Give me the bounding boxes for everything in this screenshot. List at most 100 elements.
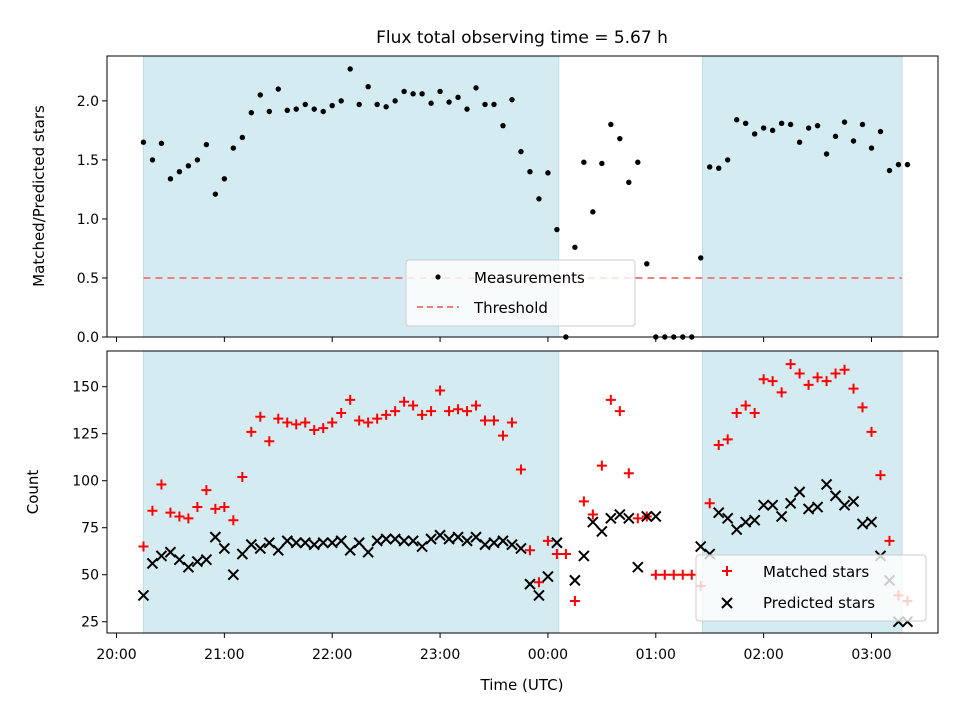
matched-star-marker [390, 406, 401, 417]
measurement-point [410, 91, 416, 97]
matched-star-marker [210, 503, 221, 514]
measurement-point [850, 138, 857, 144]
predicted-star-marker [191, 555, 204, 568]
measurement-point [626, 179, 632, 186]
predicted-star-marker [802, 503, 815, 515]
matched-star-marker [524, 545, 535, 556]
predicted-star-marker [425, 533, 437, 545]
matched-star-marker [767, 376, 778, 387]
measurement-point [859, 121, 866, 128]
predicted-star-marker [793, 486, 806, 498]
predicted-star-marker [766, 499, 779, 511]
measurement-point [868, 145, 875, 151]
matched-star-marker [803, 379, 814, 390]
matched-star-marker [884, 535, 895, 546]
matched-star-marker [659, 569, 670, 580]
predicted-star-marker [362, 546, 374, 558]
measurement-point [149, 157, 156, 163]
predicted-star-marker [335, 535, 347, 547]
matched-star-marker [614, 406, 625, 417]
predicted-star-marker [488, 537, 500, 549]
predicted-star-marker [137, 589, 150, 602]
matched-star-marker [372, 413, 383, 424]
measurement-point [751, 131, 758, 137]
matched-star-marker [354, 415, 365, 426]
matched-star-marker [363, 417, 374, 428]
predicted-star-marker [263, 537, 276, 549]
measurement-point [338, 98, 344, 104]
predicted-star-marker [524, 578, 536, 590]
predicted-star-marker [587, 516, 599, 528]
measurement-point [769, 127, 776, 134]
predicted-star-marker [371, 535, 383, 547]
measurement-point [203, 141, 210, 148]
measurement-point [716, 165, 722, 171]
predicted-star-marker [695, 540, 707, 553]
matched-star-marker [776, 387, 787, 398]
predicted-star-marker [856, 518, 869, 530]
top-y-axis-label: Matched/Predicted stars [30, 105, 48, 287]
measurement-point [572, 244, 578, 250]
predicted-star-marker [452, 531, 464, 543]
matched-star-marker [444, 406, 455, 417]
predicted-star-marker [389, 533, 401, 545]
measurement-point [733, 117, 740, 123]
matched-star-marker [794, 368, 805, 379]
legend-measurements-label: Measurements [474, 269, 585, 287]
predicted-star-marker [632, 561, 644, 573]
bottom-legend-frame [695, 554, 927, 622]
matched-star-marker [381, 409, 392, 420]
matched-star-marker [587, 509, 598, 520]
matched-star-marker [551, 549, 562, 560]
measurement-point [832, 133, 839, 139]
matched-star-marker [309, 424, 320, 435]
predicted-star-marker [344, 544, 356, 556]
y-tick-label: 2.0 [77, 94, 99, 110]
top-chart-title: Flux total observing time = 5.67 h [376, 28, 668, 48]
top-observing-windows [142, 55, 903, 338]
predicted-star-marker [596, 525, 608, 538]
measurement-point [500, 122, 506, 129]
measurement-point [356, 101, 362, 108]
predicted-star-marker [811, 501, 824, 513]
predicted-star-marker [605, 512, 617, 525]
matched-star-marker [300, 417, 311, 428]
matched-star-marker [174, 511, 185, 522]
top-y-axis: 0.0 0.5 1.0 1.5 2.0 [77, 94, 107, 346]
matched-star-marker [677, 569, 688, 580]
matched-star-marker [704, 498, 715, 509]
matched-star-marker [399, 396, 410, 407]
predicted-star-marker [479, 538, 491, 551]
measurement-point [176, 169, 183, 175]
predicted-star-marker [847, 495, 860, 508]
matched-star-marker [255, 411, 266, 422]
matched-star-marker [138, 541, 149, 552]
measurement-point [527, 169, 533, 175]
measurement-point [536, 196, 542, 202]
matched-star-marker [668, 569, 679, 580]
measurement-point [545, 170, 551, 176]
measurement-point [239, 134, 246, 141]
measurement-point [329, 102, 335, 109]
matched-star-marker [246, 426, 257, 437]
measurement-point [805, 125, 812, 131]
predicted-star-marker [353, 537, 365, 549]
measurement-point [554, 226, 560, 233]
observing-window [702, 55, 903, 338]
predicted-star-marker [470, 531, 482, 543]
matched-star-marker [839, 364, 850, 375]
predicted-star-marker [443, 533, 455, 545]
matched-star-marker [426, 406, 437, 417]
measurement-point [823, 151, 830, 157]
measurement-point [437, 88, 443, 95]
measurement-point [293, 106, 299, 112]
top-plot-frame [106, 55, 939, 338]
measurement-point [509, 96, 515, 103]
measurement-point [248, 109, 255, 116]
matched-star-marker [875, 470, 886, 481]
matched-star-marker [542, 535, 553, 546]
predicted-stars-series [137, 478, 914, 628]
predicted-star-marker [497, 535, 509, 547]
predicted-star-marker [407, 535, 419, 547]
measurement-point [257, 92, 264, 98]
